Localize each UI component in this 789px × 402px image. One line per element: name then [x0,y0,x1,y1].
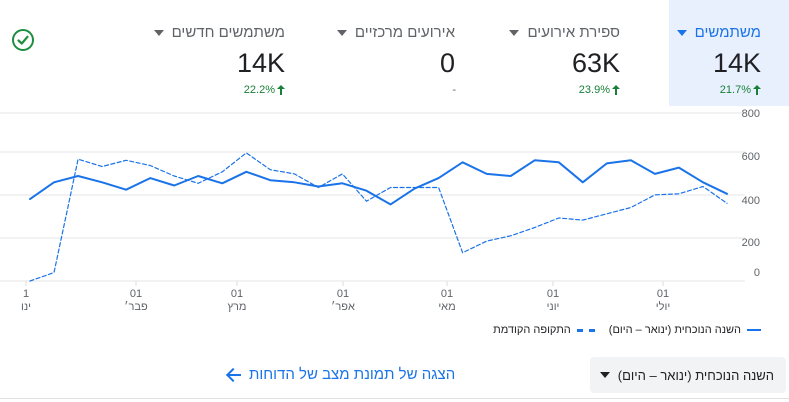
period-select[interactable]: השנה הנוכחית (ינואר – היום) [590,357,786,393]
x-tick-month: פבר׳ [124,300,148,313]
dropdown-caret-icon [509,30,520,36]
legend-previous-label: התקופה הקודמת [493,324,571,336]
users-line-chart[interactable]: 80060040020001ינו01פבר׳01מרץ01אפר׳01מאי0… [0,100,789,315]
metric-event-count-title[interactable]: ספירת אירועים [509,24,620,41]
x-tick-day: 01 [130,288,142,300]
x-tick-month: אפר׳ [331,300,355,313]
metric-users-change: 21.7% [720,84,761,96]
arrow-up-icon [277,85,285,95]
x-tick-month: מאי [438,301,455,313]
metric-event-count-label: ספירת אירועים [527,24,620,41]
metric-users-title[interactable]: משתמשים [676,24,761,41]
arrow-up-icon [612,85,620,95]
series-line-previous-period [29,152,728,282]
arrow-left-icon [227,368,241,382]
dropdown-caret-icon [336,30,347,36]
legend-item-current[interactable]: השנה הנוכחית (ינואר – היום) [609,324,761,336]
series-line-current-year [29,159,728,206]
metric-new-users-change: 22.2% [244,84,285,96]
chart-legend: השנה הנוכחית (ינואר – היום) התקופה הקודמ… [493,324,761,336]
metric-key-events[interactable]: אירועים מרכזיים 0 - [300,0,456,106]
legend-dashed-line-icon [576,328,595,332]
x-tick-day: 01 [231,288,243,300]
arrow-up-icon [753,85,761,95]
y-tick-label: 600 [742,151,760,163]
metric-event-count[interactable]: ספירת אירועים 63K 23.9% [496,0,620,106]
metric-key-events-label: אירועים מרכזיים [354,24,455,41]
metric-key-events-change-text: - [452,84,456,96]
metric-users-value: 14K [712,48,761,78]
x-tick-month: ינו [21,301,31,313]
legend-solid-line-icon [747,329,761,331]
x-tick-day: 01 [547,288,559,300]
x-tick-day: 1 [23,288,29,300]
check-circle-icon[interactable] [12,29,34,51]
legend-item-previous[interactable]: התקופה הקודמת [493,324,595,336]
dropdown-caret-icon [676,30,687,36]
x-tick-day: 01 [657,288,669,300]
legend-current-label: השנה הנוכחית (ינואר – היום) [608,324,741,336]
y-tick-label: 0 [754,267,760,279]
metric-new-users[interactable]: משתמשים חדשים 14K 22.2% [140,0,285,106]
metric-key-events-title[interactable]: אירועים מרכזיים [336,24,455,41]
metric-new-users-label: משתמשים חדשים [171,24,285,41]
y-tick-label: 800 [742,108,760,120]
view-reports-snapshot-link[interactable]: הצגה של תמונת מצב של הדוחות [227,366,455,383]
metric-key-events-change: - [452,84,456,96]
period-select-value: השנה הנוכחית (ינואר – היום) [617,367,774,383]
dropdown-caret-icon [600,372,610,378]
x-tick-month: מרץ [228,301,247,313]
metric-key-events-value: 0 [439,48,455,78]
metric-new-users-title[interactable]: משתמשים חדשים [153,24,285,41]
metric-users[interactable]: משתמשים 14K 21.7% [669,0,789,106]
metric-event-count-change-text: 23.9% [578,84,610,96]
metric-new-users-value: 14K [236,48,285,78]
divider [0,398,789,399]
metric-event-count-change: 23.9% [579,84,620,96]
dropdown-caret-icon [153,30,164,36]
check-icon [17,35,29,45]
metric-event-count-value: 63K [571,48,620,78]
metric-users-label: משתמשים [694,24,761,41]
metric-users-change-text: 21.7% [719,84,751,96]
y-tick-label: 200 [742,237,760,249]
y-tick-label: 400 [742,195,760,207]
metric-new-users-change-text: 22.2% [243,84,275,96]
x-tick-month: יוני [547,301,560,313]
x-tick-day: 01 [337,288,349,300]
x-tick-month: יולי [656,300,670,313]
x-tick-day: 01 [441,288,453,300]
report-link-label: הצגה של תמונת מצב של הדוחות [249,366,456,383]
